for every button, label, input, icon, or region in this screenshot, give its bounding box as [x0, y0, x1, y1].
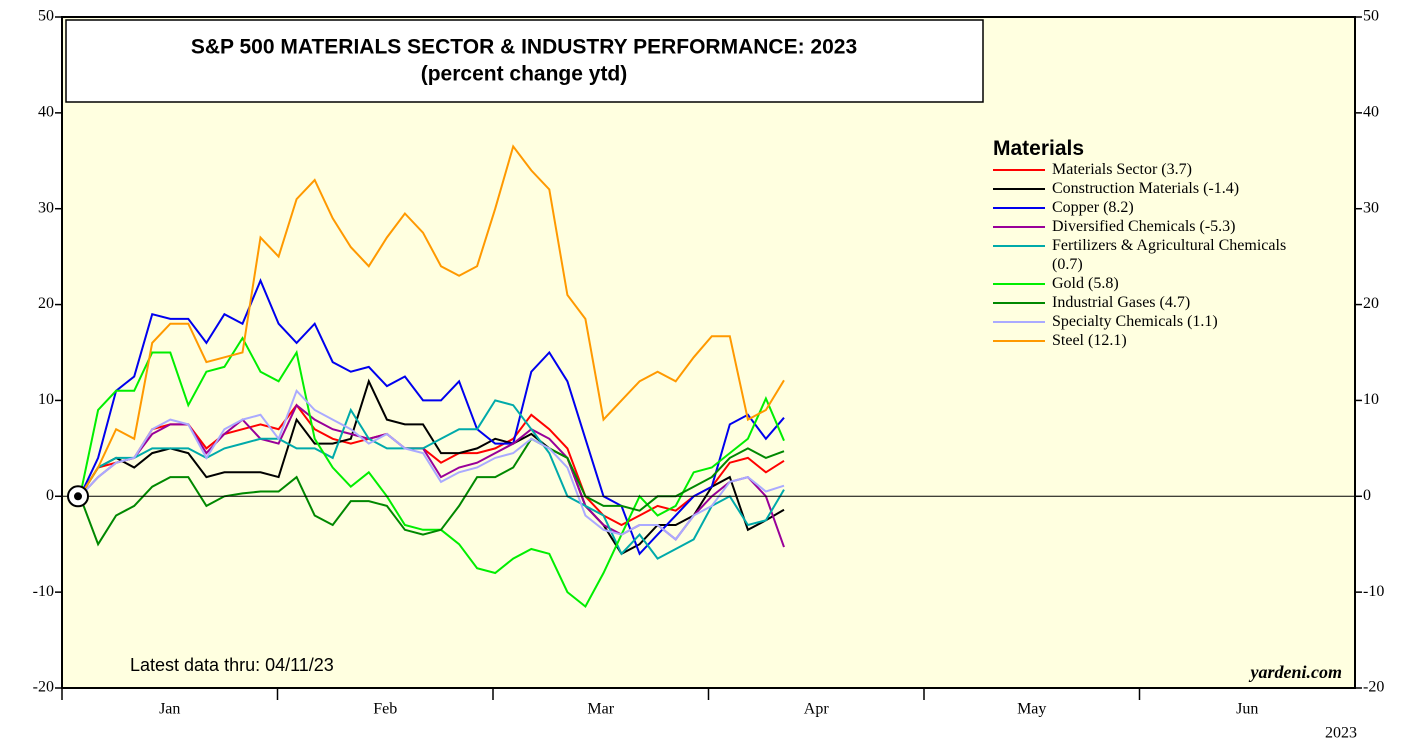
year-label: 2023	[1325, 725, 1357, 742]
legend-item: Steel (12.1)	[993, 331, 1293, 350]
legend-swatch	[993, 245, 1045, 247]
y-tick-label: 20	[38, 295, 54, 312]
x-tick-label: Jan	[159, 701, 180, 718]
y2-tick-label: 10	[1363, 391, 1379, 408]
legend-label: Steel (12.1)	[1052, 332, 1127, 349]
legend-label: Fertilizers & Agricultural Chemicals (0.…	[1052, 237, 1287, 273]
chart-subtitle: (percent change ytd)	[421, 63, 628, 86]
legend-label: Gold (5.8)	[1052, 275, 1119, 292]
legend-swatch	[993, 188, 1045, 190]
annotation: Latest data thru: 04/11/23	[130, 655, 334, 675]
legend-label: Specialty Chemicals (1.1)	[1052, 313, 1218, 330]
legend-item: Copper (8.2)	[993, 198, 1293, 217]
legend-item: Gold (5.8)	[993, 274, 1293, 293]
legend-label: Industrial Gases (4.7)	[1052, 294, 1191, 311]
origin-dot	[74, 492, 82, 501]
legend-label: Materials Sector (3.7)	[1052, 161, 1192, 178]
legend-item: Materials Sector (3.7)	[993, 160, 1293, 179]
legend: Materials Materials Sector (3.7) Construc…	[993, 138, 1293, 350]
x-tick-label: Apr	[804, 701, 830, 718]
series-line	[79, 403, 785, 527]
y2-tick-label: 50	[1363, 8, 1379, 25]
y-tick-label: -10	[33, 583, 54, 600]
y-tick-label: -20	[33, 679, 54, 696]
y2-tick-label: 30	[1363, 199, 1379, 216]
legend-title: Materials	[993, 137, 1085, 160]
series-line	[79, 388, 785, 541]
y2-tick-label: 40	[1363, 104, 1379, 121]
y-tick-label: 30	[38, 199, 54, 216]
series-line	[79, 278, 785, 556]
y2-tick-label: -10	[1363, 583, 1384, 600]
legend-swatch	[993, 321, 1045, 323]
source: yardeni.com	[1249, 662, 1343, 682]
series-line	[79, 399, 785, 560]
legend-item: Construction Materials (-1.4)	[993, 179, 1293, 198]
legend-swatch	[993, 169, 1045, 171]
legend-swatch	[993, 226, 1045, 228]
legend-item: Fertilizers & Agricultural Chemicals (0.…	[993, 236, 1293, 274]
legend-swatch	[993, 207, 1045, 209]
legend-item: Diversified Chemicals (-5.3)	[993, 217, 1293, 236]
legend-swatch	[993, 283, 1045, 285]
series-line	[79, 144, 785, 497]
x-tick-label: Feb	[373, 701, 397, 718]
plot-area	[61, 16, 1356, 689]
legend-swatch	[993, 340, 1045, 342]
legend-label: Construction Materials (-1.4)	[1052, 180, 1240, 197]
legend-item: Specialty Chemicals (1.1)	[993, 312, 1293, 331]
legend-label: Diversified Chemicals (-5.3)	[1052, 218, 1236, 235]
title-box	[65, 19, 984, 103]
y2-tick-label: 20	[1363, 295, 1379, 312]
x-tick-label: Jun	[1236, 701, 1258, 718]
legend-item: Industrial Gases (4.7)	[993, 293, 1293, 312]
series-line	[79, 336, 785, 609]
x-tick-label: Mar	[587, 701, 614, 718]
y2-tick-label: 0	[1363, 487, 1371, 504]
legend-swatch	[993, 302, 1045, 304]
y2-tick-label: -20	[1363, 679, 1384, 696]
chart-title: S&P 500 MATERIALS SECTOR & INDUSTRY PERF…	[191, 36, 857, 59]
x-tick-label: May	[1017, 701, 1046, 718]
y-tick-label: 10	[38, 391, 54, 408]
legend-label: Copper (8.2)	[1052, 199, 1134, 216]
y-tick-label: 50	[38, 8, 54, 25]
y-tick-label: 0	[46, 487, 54, 504]
y-tick-label: 40	[38, 104, 54, 121]
